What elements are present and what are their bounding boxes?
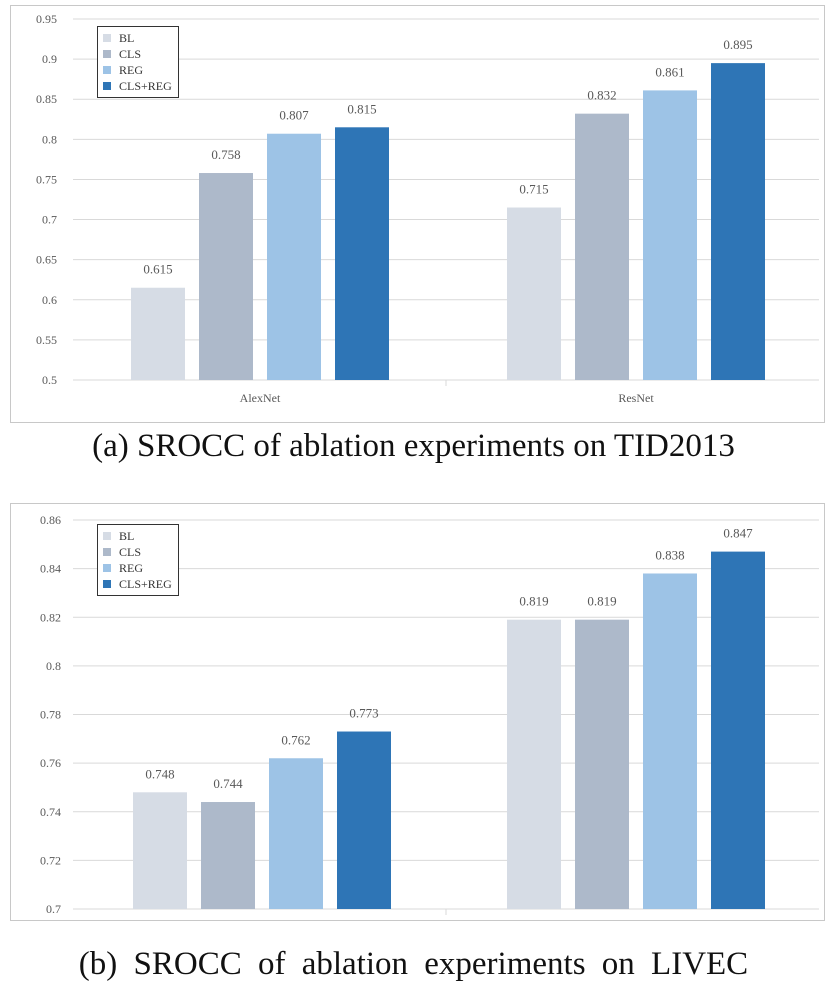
y-tick-label: 0.65 — [36, 253, 57, 267]
bar-cls-reg-alexnet — [337, 731, 391, 909]
legend-swatch — [103, 66, 111, 74]
legend-item-reg: REG — [103, 560, 172, 576]
y-tick-label: 0.9 — [42, 52, 57, 66]
legend-swatch — [103, 82, 111, 90]
legend: BL CLS REG CLS+REG — [97, 524, 179, 596]
legend-label: REG — [119, 560, 143, 575]
bar-cls-alexnet — [199, 173, 253, 380]
data-label: 0.819 — [587, 594, 616, 609]
y-tick-label: 0.8 — [42, 132, 57, 146]
y-tick-label: 0.75 — [36, 172, 57, 186]
legend-item-cls: CLS — [103, 46, 172, 62]
data-label: 0.815 — [347, 101, 376, 116]
data-label: 0.744 — [213, 776, 243, 791]
legend-item-cls-reg: CLS+REG — [103, 576, 172, 592]
bar-cls-resnet — [575, 619, 629, 909]
y-tick-label: 0.5 — [42, 373, 57, 387]
legend-item-reg: REG — [103, 62, 172, 78]
data-label: 0.615 — [143, 262, 172, 277]
chart-caption: (b) SROCC of ablation experiments on LIV… — [78, 946, 749, 982]
y-tick-label: 0.85 — [36, 92, 57, 106]
y-tick-label: 0.7 — [46, 902, 61, 916]
legend-label: BL — [119, 30, 135, 45]
legend-swatch — [103, 580, 111, 588]
bar-cls-reg-resnet — [711, 63, 765, 380]
data-label: 0.762 — [281, 732, 310, 747]
bar-reg-resnet — [643, 573, 697, 909]
legend-label: CLS — [119, 46, 142, 61]
legend-item-bl: BL — [103, 528, 172, 544]
legend-swatch — [103, 548, 111, 556]
data-label: 0.861 — [655, 64, 684, 79]
data-label: 0.832 — [587, 88, 616, 103]
bar-bl-alexnet — [133, 792, 187, 909]
legend-swatch — [103, 50, 111, 58]
data-label: 0.847 — [723, 526, 753, 541]
y-tick-label: 0.76 — [40, 756, 61, 770]
data-label: 0.715 — [519, 182, 548, 197]
bar-chart-tid2013: 0.5 0.55 0.6 0.65 0.7 0.75 0.8 0.85 0.9 0.95 0.615… — [36, 12, 819, 405]
data-label: 0.758 — [211, 147, 240, 162]
bar-reg-resnet — [643, 90, 697, 381]
data-label: 0.838 — [655, 547, 684, 562]
y-tick-label: 0.74 — [40, 805, 61, 819]
y-tick-label: 0.78 — [40, 708, 61, 722]
bar-bl-resnet — [507, 207, 561, 380]
bar-cls-reg-alexnet — [335, 127, 389, 380]
bar-cls-alexnet — [201, 802, 255, 909]
y-tick-label: 0.82 — [40, 610, 61, 624]
bar-bl-resnet — [507, 619, 561, 909]
legend: BL CLS REG CLS+REG — [97, 26, 179, 98]
y-tick-label: 0.84 — [40, 562, 61, 576]
x-category-label: ResNet — [618, 391, 654, 405]
bar-cls-resnet — [575, 113, 629, 380]
x-category-label: AlexNet — [240, 391, 281, 405]
chart-frame: 0.5 0.55 0.6 0.65 0.7 0.75 0.8 0.85 0.9 0.95 0.615… — [10, 5, 825, 423]
legend-item-bl: BL — [103, 30, 172, 46]
y-tick-label: 0.8 — [46, 659, 61, 673]
legend-label: CLS+REG — [119, 78, 172, 93]
bar-reg-alexnet — [269, 758, 323, 909]
legend-label: CLS — [119, 544, 142, 559]
legend-label: CLS+REG — [119, 576, 172, 591]
y-tick-label: 0.55 — [36, 333, 57, 347]
legend-swatch — [103, 532, 111, 540]
data-label: 0.773 — [349, 706, 378, 721]
data-label: 0.807 — [279, 108, 309, 123]
legend-item-cls: CLS — [103, 544, 172, 560]
y-tick-label: 0.6 — [42, 293, 57, 307]
legend-label: REG — [119, 62, 143, 77]
chart-caption: (a) SROCC of ablation experiments on TID… — [92, 428, 735, 464]
y-tick-label: 0.72 — [40, 853, 61, 867]
data-label: 0.748 — [145, 766, 174, 781]
data-label: 0.895 — [723, 37, 752, 52]
bar-chart-livec: 0.7 0.72 0.74 0.76 0.78 0.8 0.82 0.84 0.86 0.748 0… — [40, 513, 819, 916]
chart-frame: 0.7 0.72 0.74 0.76 0.78 0.8 0.82 0.84 0.86 0.748 0… — [10, 503, 825, 921]
y-tick-label: 0.86 — [40, 513, 61, 527]
legend-label: BL — [119, 528, 135, 543]
y-tick-label: 0.95 — [36, 12, 57, 26]
bar-reg-alexnet — [267, 133, 321, 380]
y-tick-label: 0.7 — [42, 213, 57, 227]
bar-bl-alexnet — [131, 287, 185, 380]
legend-swatch — [103, 34, 111, 42]
data-label: 0.819 — [519, 594, 548, 609]
bar-cls-reg-resnet — [711, 551, 765, 909]
legend-item-cls-reg: CLS+REG — [103, 78, 172, 94]
legend-swatch — [103, 564, 111, 572]
